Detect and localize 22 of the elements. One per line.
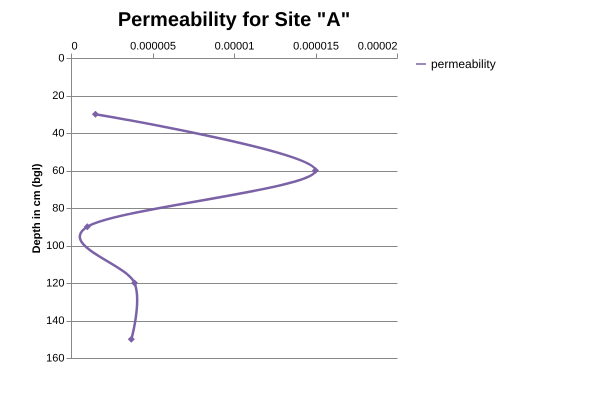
y-tick-label: 80 xyxy=(52,202,64,214)
y-tick-label: 20 xyxy=(52,90,64,102)
y-tick-label: 60 xyxy=(52,165,64,177)
y-tick-label: 140 xyxy=(46,315,64,327)
x-tick-label: 0.000015 xyxy=(293,40,339,52)
y-tick-label: 100 xyxy=(46,240,64,252)
y-tick-label: 120 xyxy=(46,278,64,290)
point xyxy=(84,223,91,230)
y-tick-label: 0 xyxy=(58,52,64,64)
y-tick-label: 40 xyxy=(52,128,64,140)
legend-label: permeability xyxy=(431,57,496,71)
point xyxy=(128,336,135,343)
x-tick-label: 0 xyxy=(72,40,78,52)
point xyxy=(131,279,138,287)
chart-title: Permeability for Site "A" xyxy=(118,9,350,31)
point xyxy=(312,166,320,174)
y-axis-title: Depth in cm (bgl) xyxy=(31,163,44,254)
point xyxy=(92,110,99,118)
x-tick-label: 0.000005 xyxy=(130,40,176,52)
x-tick-label: 0.00001 xyxy=(214,40,254,52)
x-tick-label: 0.00002 xyxy=(358,40,398,52)
y-tick-label: 160 xyxy=(46,352,64,364)
